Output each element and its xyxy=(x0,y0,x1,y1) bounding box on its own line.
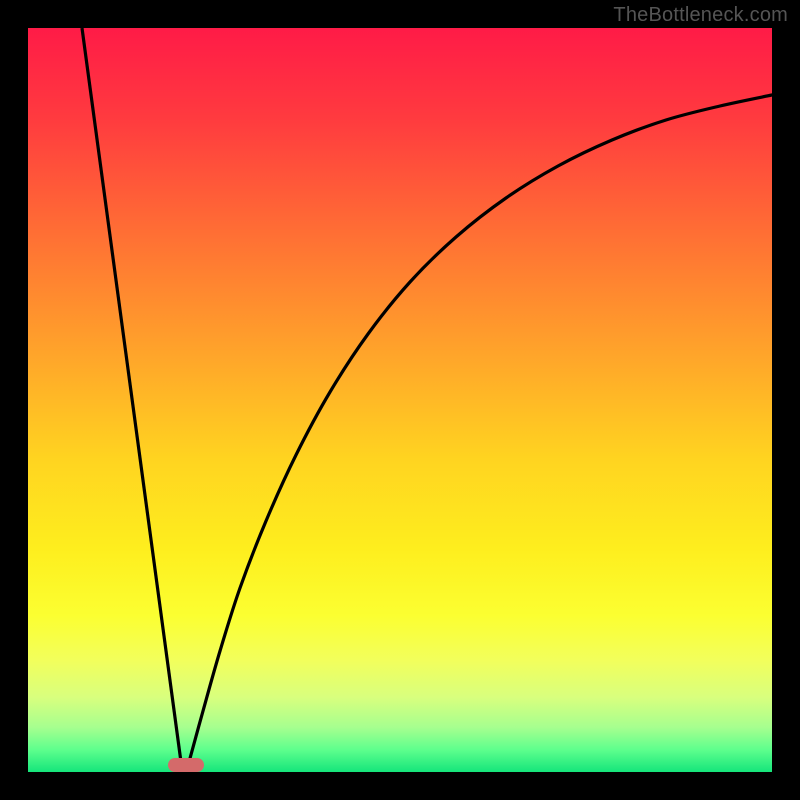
plot-frame xyxy=(28,28,772,772)
curve-right-branch xyxy=(189,95,772,762)
bottom-marker xyxy=(168,758,204,772)
curve-left-branch xyxy=(82,28,181,762)
curve-layer xyxy=(28,28,772,772)
watermark-text: TheBottleneck.com xyxy=(613,4,788,27)
chart-root: TheBottleneck.com xyxy=(0,0,800,800)
